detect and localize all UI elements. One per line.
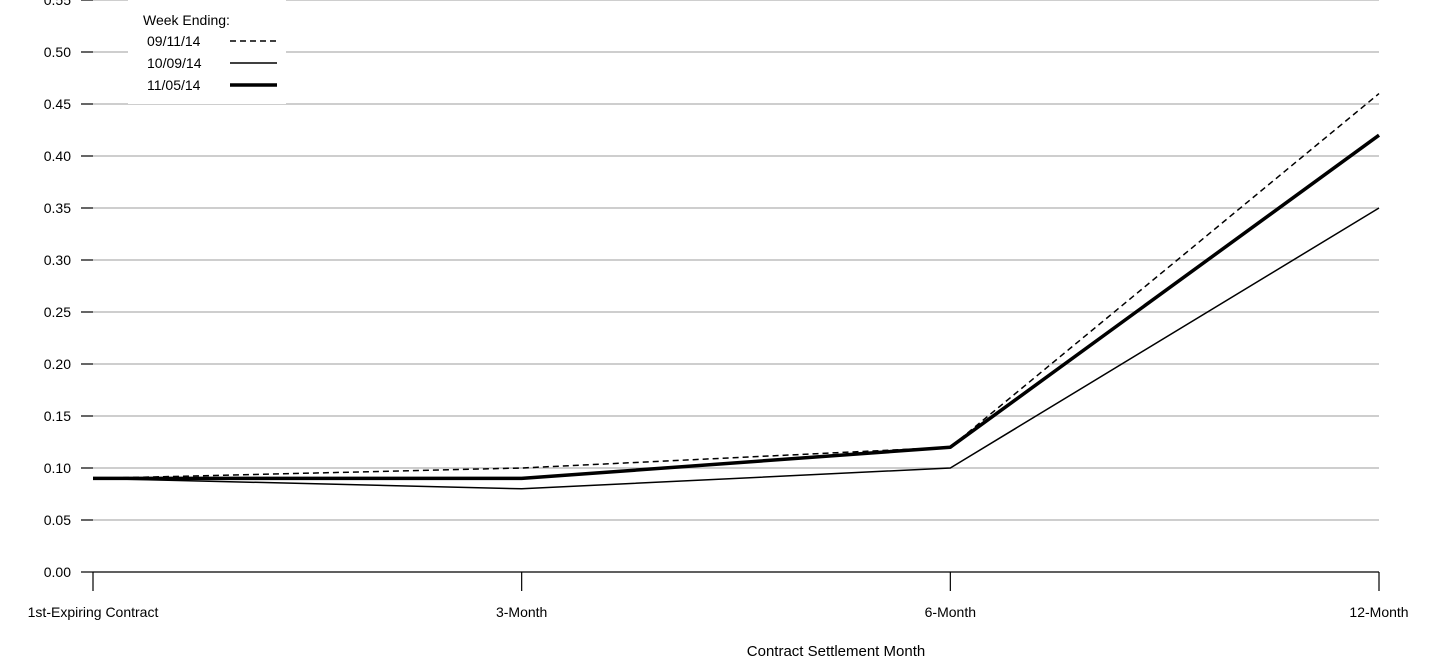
legend-entry-label: 09/11/14 bbox=[147, 33, 201, 49]
x-tick-label: 3-Month bbox=[496, 604, 547, 620]
series-line bbox=[93, 133, 1381, 481]
y-tick-label: 0.55 bbox=[44, 0, 71, 8]
y-tick-label: 0.35 bbox=[44, 200, 71, 216]
series-lines bbox=[92, 93, 1381, 490]
series-line bbox=[92, 207, 1380, 490]
y-tick-label: 0.05 bbox=[44, 512, 71, 528]
y-tick-label: 0.50 bbox=[44, 44, 71, 60]
y-tick-label: 0.10 bbox=[44, 460, 71, 476]
y-tick-label: 0.15 bbox=[44, 408, 71, 424]
x-tick-label: 12-Month bbox=[1349, 604, 1408, 620]
legend-entry-label: 10/09/14 bbox=[147, 55, 202, 71]
x-tick-label: 6-Month bbox=[925, 604, 976, 620]
x-tick-label: 1st-Expiring Contract bbox=[28, 604, 159, 620]
gridlines bbox=[93, 0, 1379, 521]
x-axis-title: Contract Settlement Month bbox=[747, 643, 925, 660]
axes: 0.00 0.05 0.10 0.15 0.20 0.25 0.30 0.35 0.40 0.45… bbox=[28, 0, 1409, 620]
y-tick-label: 0.25 bbox=[44, 304, 71, 320]
legend-entry-label: 11/05/14 bbox=[147, 77, 201, 93]
y-tick-label: 0.30 bbox=[44, 252, 71, 268]
y-tick-label: 0.00 bbox=[44, 564, 71, 580]
legend-title: Week Ending: bbox=[143, 12, 230, 28]
y-tick-label: 0.20 bbox=[44, 356, 71, 372]
y-tick-label: 0.45 bbox=[44, 96, 71, 112]
series-line bbox=[92, 93, 1380, 480]
legend: Week Ending: 09/11/14 10/09/14 11/05/14 bbox=[128, 0, 286, 104]
y-tick-label: 0.40 bbox=[44, 148, 71, 164]
